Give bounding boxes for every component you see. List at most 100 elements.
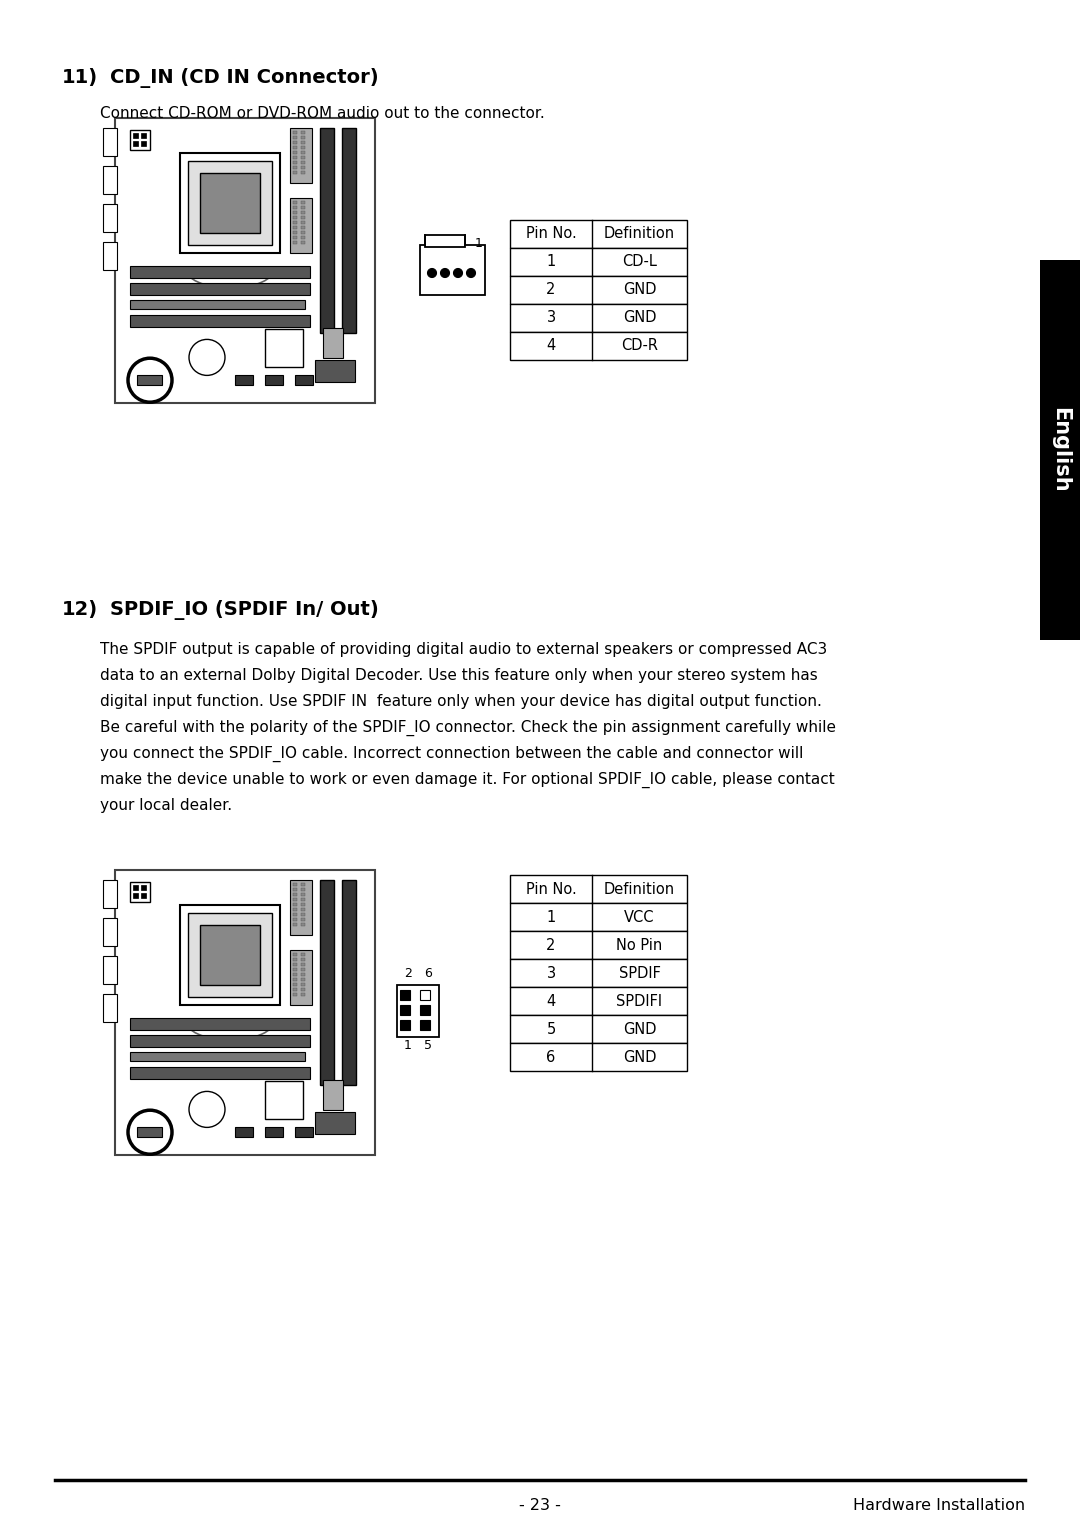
- Bar: [130, 130, 150, 150]
- Bar: [1040, 260, 1080, 640]
- Bar: [323, 328, 343, 358]
- Bar: [301, 216, 305, 219]
- Bar: [301, 902, 305, 905]
- Bar: [291, 950, 312, 1005]
- Text: - 23 -: - 23 -: [519, 1498, 561, 1514]
- Circle shape: [467, 268, 475, 277]
- Text: SPDIF: SPDIF: [619, 965, 661, 980]
- Bar: [293, 922, 297, 925]
- Text: Definition: Definition: [604, 227, 675, 242]
- Text: data to an external Dolby Digital Decoder. Use this feature only when your stere: data to an external Dolby Digital Decode…: [100, 668, 818, 683]
- Bar: [301, 964, 305, 967]
- Bar: [133, 141, 138, 146]
- Bar: [200, 925, 260, 985]
- Bar: [301, 161, 305, 164]
- Text: 12): 12): [62, 601, 98, 619]
- Bar: [301, 141, 305, 144]
- Bar: [301, 953, 305, 956]
- Bar: [293, 141, 297, 144]
- Text: CD-L: CD-L: [622, 254, 657, 270]
- Bar: [301, 882, 305, 885]
- Text: 1: 1: [475, 237, 483, 250]
- Bar: [301, 977, 305, 980]
- Bar: [342, 879, 356, 1085]
- Bar: [114, 870, 375, 1155]
- Bar: [510, 902, 687, 931]
- Bar: [235, 374, 253, 385]
- Bar: [293, 136, 297, 139]
- Text: GND: GND: [623, 1049, 657, 1065]
- Bar: [301, 908, 305, 912]
- Bar: [188, 161, 272, 245]
- Bar: [301, 205, 305, 208]
- Bar: [293, 227, 297, 228]
- Bar: [293, 216, 297, 219]
- Bar: [301, 968, 305, 971]
- Bar: [291, 129, 312, 182]
- Bar: [130, 267, 310, 279]
- Bar: [342, 129, 356, 332]
- Bar: [420, 1020, 430, 1030]
- Bar: [114, 118, 375, 403]
- Bar: [301, 898, 305, 901]
- Bar: [293, 201, 297, 204]
- Text: 6: 6: [546, 1049, 555, 1065]
- Text: Pin No.: Pin No.: [526, 881, 577, 896]
- Bar: [130, 314, 310, 326]
- Bar: [510, 332, 687, 360]
- Bar: [301, 146, 305, 149]
- Text: The SPDIF output is capable of providing digital audio to external speakers or c: The SPDIF output is capable of providing…: [100, 642, 827, 657]
- Text: 2: 2: [404, 967, 411, 980]
- Text: SPDIFI: SPDIFI: [617, 993, 662, 1008]
- Bar: [301, 236, 305, 239]
- Bar: [301, 958, 305, 961]
- Text: VCC: VCC: [624, 910, 654, 924]
- Bar: [301, 152, 305, 155]
- Bar: [265, 329, 303, 366]
- Bar: [293, 231, 297, 234]
- Bar: [293, 968, 297, 971]
- Bar: [293, 205, 297, 208]
- Bar: [301, 221, 305, 224]
- Bar: [133, 893, 138, 898]
- Text: Pin No.: Pin No.: [526, 227, 577, 242]
- Text: GND: GND: [623, 311, 657, 325]
- Text: Definition: Definition: [604, 881, 675, 896]
- Text: 3: 3: [546, 965, 555, 980]
- Bar: [291, 879, 312, 935]
- Circle shape: [428, 268, 436, 277]
- Bar: [293, 156, 297, 159]
- Text: SPDIF_IO (SPDIF In/ Out): SPDIF_IO (SPDIF In/ Out): [110, 601, 379, 620]
- Text: 2: 2: [546, 938, 556, 953]
- Bar: [420, 1005, 430, 1016]
- Text: 4: 4: [546, 339, 555, 354]
- Bar: [130, 1052, 305, 1062]
- Bar: [301, 973, 305, 976]
- Bar: [301, 165, 305, 169]
- Bar: [510, 1016, 687, 1043]
- Bar: [295, 374, 313, 385]
- Text: 3: 3: [546, 311, 555, 325]
- Text: GND: GND: [623, 282, 657, 297]
- Bar: [510, 248, 687, 276]
- Bar: [180, 905, 280, 1005]
- Bar: [141, 893, 146, 898]
- Bar: [103, 918, 117, 945]
- Bar: [301, 922, 305, 925]
- Bar: [265, 1126, 283, 1137]
- Text: 11): 11): [62, 67, 98, 87]
- Bar: [130, 300, 305, 309]
- Bar: [301, 132, 305, 133]
- Bar: [293, 953, 297, 956]
- Text: make the device unable to work or even damage it. For optional SPDIF_IO cable, p: make the device unable to work or even d…: [100, 772, 835, 787]
- Text: 4: 4: [546, 993, 555, 1008]
- Bar: [130, 1066, 310, 1079]
- Text: No Pin: No Pin: [617, 938, 663, 953]
- Bar: [510, 1043, 687, 1071]
- Text: 5: 5: [424, 1039, 432, 1052]
- Bar: [293, 146, 297, 149]
- Bar: [265, 374, 283, 385]
- Bar: [293, 172, 297, 175]
- Bar: [133, 885, 138, 890]
- Bar: [320, 879, 334, 1085]
